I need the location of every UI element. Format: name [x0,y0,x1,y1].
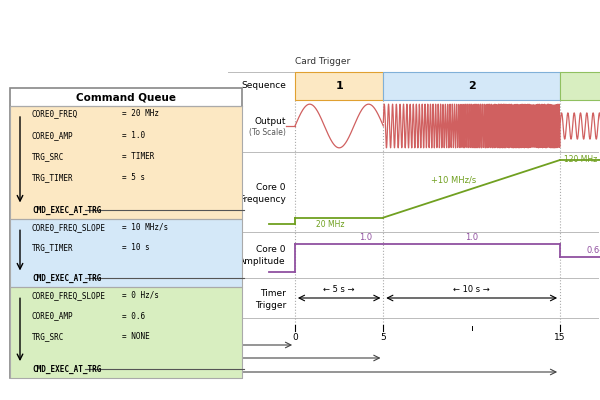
Text: = TIMER: = TIMER [122,152,154,161]
Text: 1: 1 [335,81,343,91]
Text: Core 0: Core 0 [257,182,286,192]
Bar [10,88,242,378]
Bar [383,72,560,100]
Bar [10,106,242,219]
Bar [10,287,242,378]
Text: CMD_EXEC_AT_TRG: CMD_EXEC_AT_TRG [32,206,101,215]
Text: TRG_SRC: TRG_SRC [32,152,64,161]
Bar [10,219,242,287]
Text: = 10 s: = 10 s [122,243,150,252]
Bar [295,72,383,100]
Text: TRG_TIMER: TRG_TIMER [32,243,74,252]
Text: = 1.0: = 1.0 [122,131,145,140]
Text: Amplitude: Amplitude [239,258,286,266]
Text: TRG_SRC: TRG_SRC [32,332,64,341]
Text: Trigger: Trigger [255,300,286,310]
Text: ← 5 s →: ← 5 s → [323,285,355,294]
Text: = 10 MHz/s: = 10 MHz/s [122,223,168,232]
Text: 20 MHz: 20 MHz [316,220,344,228]
Text: 1.0: 1.0 [465,232,478,242]
Text: 0.6–: 0.6– [587,246,600,255]
Text: ← 10 s →: ← 10 s → [453,285,490,294]
Text: = 0 Hz/s: = 0 Hz/s [122,291,159,300]
Text: Timer: Timer [260,288,286,298]
Text: CORE0_FREQ_SLOPE: CORE0_FREQ_SLOPE [32,291,106,300]
Text: 120 MHz–: 120 MHz– [563,154,600,164]
Text: 1.0: 1.0 [359,232,372,242]
Text: CMD_EXEC_AT_TRG: CMD_EXEC_AT_TRG [32,274,101,283]
Bar [560,72,600,100]
Bar [10,287,242,378]
Text: = 5 s: = 5 s [122,173,145,182]
Text: 15: 15 [554,333,566,342]
Text: TRG_TIMER: TRG_TIMER [32,173,74,182]
Text: Output: Output [254,116,286,126]
Text: 2: 2 [468,81,476,91]
Text: 0: 0 [292,333,298,342]
Text: = 0.6: = 0.6 [122,312,145,320]
Text: CMD_EXEC_AT_TRG: CMD_EXEC_AT_TRG [32,364,101,374]
Bar [10,106,242,219]
Text: Command Queue: Command Queue [76,92,176,102]
Text: CORE0_FREQ_SLOPE: CORE0_FREQ_SLOPE [32,223,106,232]
Text: Sequence: Sequence [241,82,286,90]
Text: Core 0: Core 0 [257,246,286,254]
Text: CORE0_AMP: CORE0_AMP [32,312,74,320]
Text: CORE0_AMP: CORE0_AMP [32,131,74,140]
Text: Card Trigger: Card Trigger [295,58,350,66]
Text: 5: 5 [380,333,386,342]
Text: CORE0_FREQ: CORE0_FREQ [32,110,78,118]
Text: (To Scale): (To Scale) [249,128,286,138]
Text: = 20 MHz: = 20 MHz [122,110,159,118]
Text: +10 MHz/s: +10 MHz/s [431,176,476,185]
Text: Frequency: Frequency [239,194,286,204]
Bar [10,219,242,287]
Text: = NONE: = NONE [122,332,150,341]
